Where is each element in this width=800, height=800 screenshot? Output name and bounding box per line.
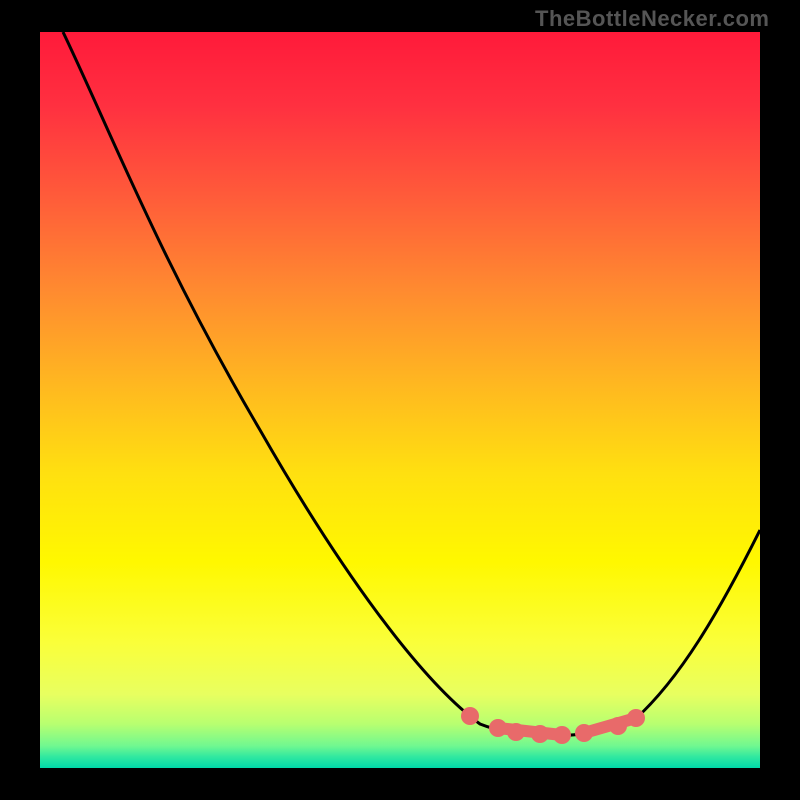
chart-stage: TheBottleNecker.com [0,0,800,800]
frame-right [760,0,800,800]
marker-dot [507,723,525,741]
marker-dot [461,707,479,725]
gradient-background [40,32,760,768]
marker-dot [553,726,571,744]
marker-dot [609,717,627,735]
marker-dot [575,724,593,742]
marker-dot [531,725,549,743]
frame-left [0,0,40,800]
frame-bottom [0,768,800,800]
watermark-text: TheBottleNecker.com [535,6,769,32]
chart-svg [0,0,800,800]
marker-dot [489,719,507,737]
marker-dot [627,709,645,727]
